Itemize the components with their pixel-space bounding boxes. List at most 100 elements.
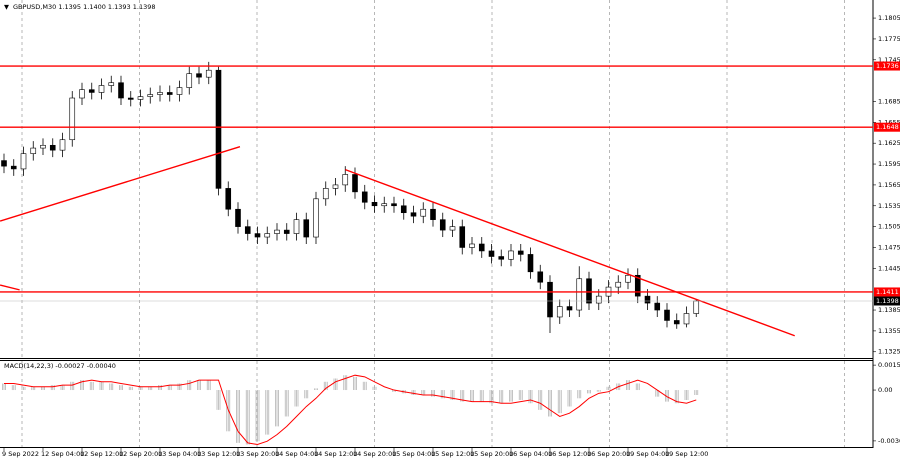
candle-body — [10, 165, 17, 170]
candle-body — [527, 254, 534, 273]
candle-body — [79, 89, 85, 99]
candle-body — [683, 313, 690, 325]
candle-body — [157, 92, 163, 95]
candle-body — [88, 89, 95, 93]
candle-body — [469, 243, 475, 248]
x-tick-label: 13 Sep 04:00 — [158, 450, 201, 458]
candle-body — [108, 82, 115, 86]
candle-body — [517, 250, 524, 255]
candle-body — [30, 147, 37, 154]
candle-body — [118, 82, 124, 99]
candle-body — [673, 320, 680, 325]
candle-body — [235, 208, 241, 227]
candle-body — [98, 85, 105, 93]
last-price-box — [874, 296, 900, 306]
candle-body — [352, 174, 358, 193]
y-tick-label: 1.1355 — [878, 327, 900, 335]
candle-body — [205, 69, 212, 78]
candle-body — [244, 226, 251, 234]
last-price-label: 1.1398 — [876, 297, 899, 305]
candle-body — [342, 174, 349, 186]
candle-body — [49, 144, 56, 151]
indicator-title: MACD(14,22,3) -0.00027 -0.00040 — [4, 362, 116, 370]
x-tick-label: 14 Sep 12:00 — [314, 450, 357, 458]
candle-body — [654, 302, 661, 311]
level-label: 1.1411 — [876, 288, 899, 296]
candle-body — [283, 229, 290, 234]
y-tick-label: 0.00151 — [878, 361, 900, 369]
candle-body — [576, 278, 583, 311]
level-label-box — [874, 61, 900, 71]
candle-body — [566, 306, 573, 311]
candle-body — [615, 281, 622, 288]
candle-body — [586, 278, 592, 304]
y-tick-label: 1.1595 — [878, 160, 900, 168]
candle-body — [293, 219, 300, 234]
candle-body — [420, 208, 427, 217]
candle-body — [625, 274, 631, 283]
candle-body — [498, 256, 505, 260]
y-tick-label: 1.1745 — [878, 56, 900, 64]
candle-body — [361, 191, 368, 203]
candle-body — [664, 309, 670, 321]
trend-line — [345, 168, 795, 337]
candle-body — [59, 139, 66, 151]
candle-body — [1, 160, 7, 167]
chart-title: GBPUSD,M30 1.1395 1.1400 1.1393 1.1398 — [13, 3, 156, 11]
candle-body — [439, 219, 446, 231]
candle-body — [176, 87, 183, 95]
candle-body — [556, 306, 563, 318]
trend-line — [0, 284, 20, 291]
candle-body — [264, 233, 271, 238]
candle-body — [215, 69, 222, 189]
candle-body — [693, 300, 700, 314]
candle-body — [478, 243, 485, 252]
y-tick-label: 1.1805 — [878, 14, 900, 22]
y-tick-label: -0.00308 — [878, 437, 900, 445]
candle-body — [186, 73, 193, 88]
candle-body — [371, 201, 378, 207]
candle-body — [449, 226, 456, 231]
candle-body — [69, 97, 76, 141]
menu-arrow: ▼ — [4, 3, 9, 11]
y-tick-label: 1.1445 — [878, 264, 900, 272]
x-tick-label: 19 Sep 12:00 — [665, 450, 708, 458]
x-tick-label: 16 Sep 04:00 — [509, 450, 552, 458]
candle-body — [547, 281, 553, 318]
candle-body — [254, 233, 261, 238]
x-tick-label: 16 Sep 20:00 — [587, 450, 630, 458]
candle-body — [595, 295, 602, 304]
y-tick-label: 0.00 — [878, 386, 892, 394]
candle-body — [20, 153, 27, 170]
candle-body — [410, 212, 417, 217]
candle-body — [322, 188, 329, 200]
trend-line — [0, 146, 241, 222]
x-tick-label: 15 Sep 20:00 — [470, 450, 513, 458]
x-tick-label: 16 Sep 12:00 — [548, 450, 591, 458]
y-tick-label: 1.1535 — [878, 202, 900, 210]
level-label: 1.1648 — [876, 123, 899, 131]
x-tick-label: 15 Sep 04:00 — [392, 450, 435, 458]
candle-body — [147, 94, 154, 97]
y-tick-label: 1.1505 — [878, 223, 900, 231]
candle-body — [537, 271, 544, 283]
candle-body — [137, 96, 144, 100]
candle-body — [400, 205, 407, 214]
level-label-box — [874, 287, 900, 297]
x-tick-label: 12 Sep 12:00 — [80, 450, 123, 458]
candle-body — [40, 144, 46, 149]
candle-body — [381, 203, 388, 207]
candle-body — [166, 92, 173, 95]
y-tick-label: 1.1685 — [878, 97, 900, 105]
y-tick-label: 1.1325 — [878, 348, 900, 356]
y-tick-label: 1.1565 — [878, 181, 900, 189]
signal-line — [4, 374, 697, 446]
candle-body — [634, 274, 641, 297]
candle-body — [508, 250, 514, 260]
candle-body — [313, 198, 319, 238]
candle-body — [274, 229, 280, 234]
x-tick-label: 14 Sep 04:00 — [275, 450, 318, 458]
x-tick-label: 19 Sep 04:00 — [626, 450, 669, 458]
candle-body — [332, 184, 339, 189]
